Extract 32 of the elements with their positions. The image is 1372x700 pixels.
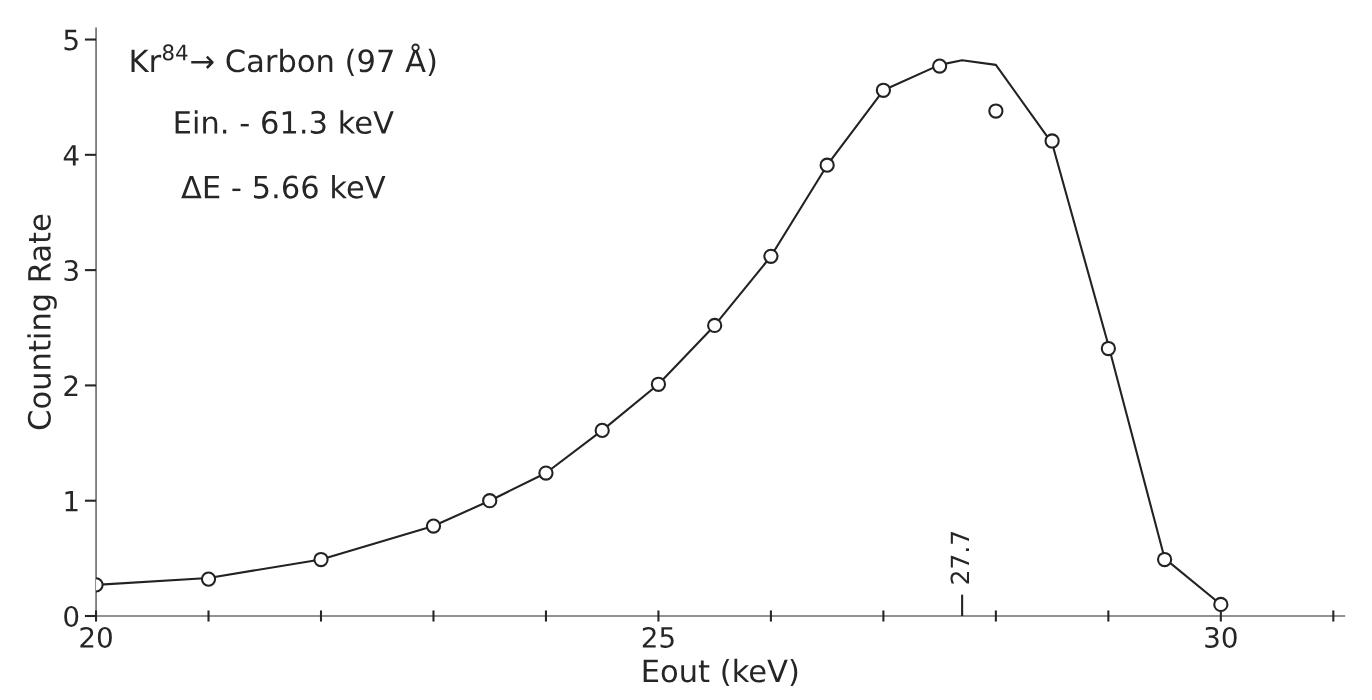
point [650,376,667,392]
x-axis-title: Eout (keV) [643,658,798,687]
point [538,465,554,481]
point [313,551,329,568]
point [707,317,723,334]
y-tick-label: 0 [64,605,79,627]
point [200,571,217,587]
y-axis-title: Counting Rate [27,214,57,430]
y-tick-label: 3 [64,260,78,282]
point [1156,551,1173,568]
x-tick-label: 20 [80,626,112,648]
point [425,518,442,534]
y-tick-label: 2 [64,375,78,396]
point [594,422,610,438]
annotation: Ein. - 61.3 keV [175,110,394,134]
annotation: ΔE - 5.66 keV [181,175,386,199]
y-tick-label: 4 [63,145,79,166]
ref-line-label: 27.7 [950,531,970,584]
point [988,103,1004,119]
point [1044,133,1060,149]
point [763,248,779,264]
x-tick-label: 25 [642,626,674,648]
point [819,157,835,173]
point [1100,340,1116,357]
annotation: Kr$^{84}$→ Carbon (97 Å) [131,43,436,76]
y-tick-label: 1 [65,491,78,512]
y-tick-label: 5 [64,29,78,51]
point [932,58,948,74]
x-tick-label: 30 [1205,626,1237,648]
point [482,493,498,509]
point [1213,596,1229,613]
point [875,82,892,98]
